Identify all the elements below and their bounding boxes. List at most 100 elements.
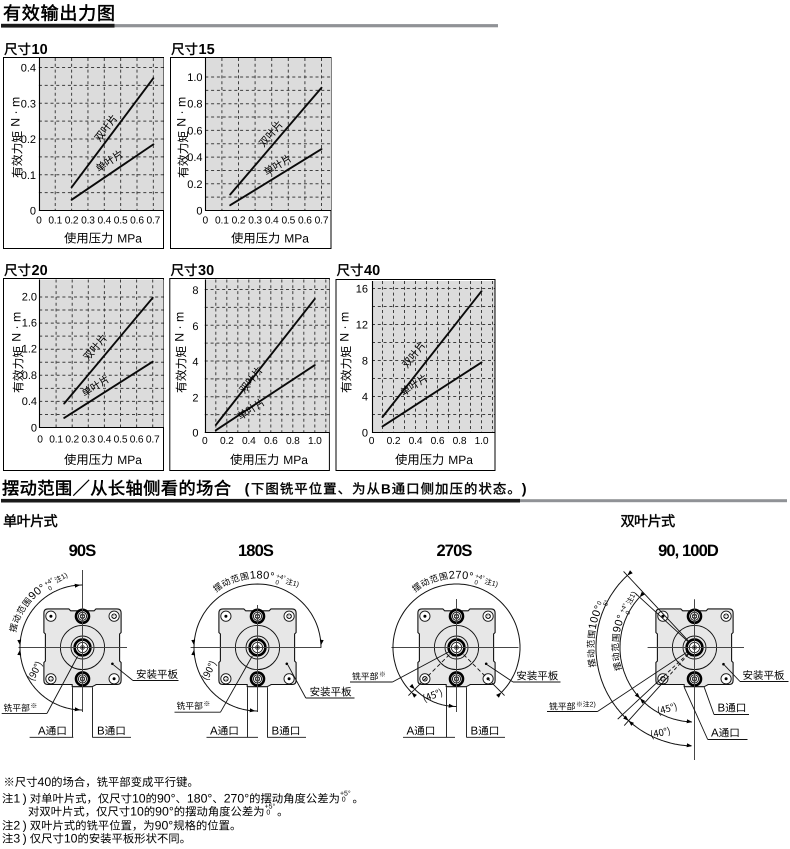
svg-text:A: A <box>210 726 218 738</box>
svg-text:90°: 90° <box>155 819 174 833</box>
svg-text:10: 10 <box>130 805 144 819</box>
svg-text:1: 1 <box>249 569 256 582</box>
svg-text:0.8: 0.8 <box>187 99 202 111</box>
svg-text:2.0: 2.0 <box>22 292 37 304</box>
svg-text:+5°: +5° <box>265 804 276 811</box>
svg-text:0: 0 <box>31 423 37 435</box>
svg-text:0.4: 0.4 <box>21 63 36 75</box>
svg-text:-5°: -5° <box>601 599 611 610</box>
svg-text:(: ( <box>245 482 250 498</box>
svg-text:0: 0 <box>203 216 209 227</box>
svg-text:0.2: 0.2 <box>65 435 79 446</box>
svg-text:°: ° <box>37 582 48 594</box>
svg-text:10: 10 <box>32 42 48 58</box>
svg-text:0: 0 <box>613 618 626 627</box>
svg-text:0.2: 0.2 <box>232 216 246 227</box>
svg-text:20: 20 <box>32 263 48 279</box>
svg-text:0: 0 <box>588 615 601 624</box>
svg-text:0.1: 0.1 <box>21 170 36 182</box>
svg-text:0: 0 <box>474 579 480 587</box>
svg-text:15: 15 <box>199 42 215 58</box>
svg-text:1.0: 1.0 <box>308 436 322 447</box>
svg-text:1: 1 <box>587 622 600 630</box>
svg-text:0.4: 0.4 <box>187 152 202 164</box>
svg-text:0: 0 <box>462 570 469 582</box>
svg-text:0.1: 0.1 <box>49 435 63 446</box>
svg-text:B: B <box>471 726 479 738</box>
svg-text:0.6: 0.6 <box>431 436 445 447</box>
svg-text:0.6: 0.6 <box>187 125 202 137</box>
svg-text:0: 0 <box>192 428 198 440</box>
svg-text:2: 2 <box>192 392 198 404</box>
svg-text:A: A <box>711 728 719 740</box>
svg-text:8: 8 <box>192 285 198 297</box>
svg-text:4: 4 <box>192 357 198 369</box>
svg-text:MPa: MPa <box>117 453 142 467</box>
svg-text:0.3: 0.3 <box>248 216 262 227</box>
svg-text:MPa: MPa <box>284 232 309 246</box>
svg-text:0.3: 0.3 <box>81 435 95 446</box>
svg-text:180S: 180S <box>238 542 274 560</box>
svg-text:N · m: N · m <box>337 312 351 342</box>
svg-text:B: B <box>381 482 391 497</box>
svg-text:180°: 180° <box>187 792 213 806</box>
svg-text:0: 0 <box>275 579 281 587</box>
svg-text:0: 0 <box>30 206 36 218</box>
svg-text:0.4: 0.4 <box>97 216 111 227</box>
svg-text:0.6: 0.6 <box>130 435 144 446</box>
svg-text:0.4: 0.4 <box>22 396 37 408</box>
svg-text:0: 0 <box>266 809 270 816</box>
svg-text:0.1: 0.1 <box>48 216 62 227</box>
svg-text:16: 16 <box>356 284 368 296</box>
svg-text:9: 9 <box>611 625 624 633</box>
svg-text:+4°: +4° <box>474 573 486 582</box>
svg-text:0.2: 0.2 <box>387 436 401 447</box>
svg-text:0.8: 0.8 <box>453 436 467 447</box>
svg-text:MPa: MPa <box>283 453 308 467</box>
svg-text:0: 0 <box>263 570 270 582</box>
svg-text:1): 1) <box>491 578 499 588</box>
svg-text:N · m: N · m <box>8 97 22 127</box>
svg-text:0.6: 0.6 <box>298 216 312 227</box>
svg-text:0.2: 0.2 <box>220 436 234 447</box>
svg-text:0: 0 <box>625 609 633 616</box>
svg-text:N · m: N · m <box>172 312 186 342</box>
svg-text:1): 1) <box>59 570 69 581</box>
svg-text:A: A <box>38 726 46 738</box>
svg-text:0.5: 0.5 <box>114 216 128 227</box>
svg-text:40: 40 <box>38 775 52 789</box>
svg-text:2): 2) <box>13 819 29 833</box>
svg-text:1.2: 1.2 <box>22 344 37 356</box>
svg-text:12: 12 <box>356 320 368 332</box>
svg-text:0: 0 <box>362 428 368 440</box>
svg-text:0.1: 0.1 <box>215 216 229 227</box>
svg-text:MPa: MPa <box>117 232 142 246</box>
svg-text:): ) <box>593 702 595 709</box>
svg-text:0: 0 <box>342 796 346 803</box>
svg-text:B: B <box>97 726 105 738</box>
svg-text:N · m: N · m <box>9 312 23 342</box>
svg-text:10: 10 <box>132 792 146 806</box>
svg-text:8: 8 <box>256 569 262 581</box>
svg-text:0: 0 <box>202 436 208 447</box>
svg-text:8: 8 <box>362 356 368 368</box>
svg-text:0: 0 <box>36 216 42 227</box>
svg-text:1): 1) <box>292 578 300 588</box>
svg-text:270S: 270S <box>437 542 473 560</box>
svg-text:+4°: +4° <box>43 576 55 587</box>
svg-text:2: 2 <box>448 569 455 582</box>
svg-text:7: 7 <box>455 569 461 581</box>
svg-text:0: 0 <box>596 600 604 606</box>
svg-text:90°: 90° <box>155 805 174 819</box>
svg-text:0.8: 0.8 <box>286 436 300 447</box>
svg-text:+4°: +4° <box>619 602 630 614</box>
svg-text:1.0: 1.0 <box>475 436 489 447</box>
svg-text:A: A <box>407 726 415 738</box>
svg-text:0: 0 <box>369 436 375 447</box>
svg-text:B: B <box>718 703 726 715</box>
svg-text:0.4: 0.4 <box>98 435 112 446</box>
svg-text:°: ° <box>468 571 474 584</box>
svg-text:90, 100D: 90, 100D <box>658 542 719 560</box>
svg-text:0.4: 0.4 <box>409 436 423 447</box>
svg-text:0.2: 0.2 <box>187 179 202 191</box>
